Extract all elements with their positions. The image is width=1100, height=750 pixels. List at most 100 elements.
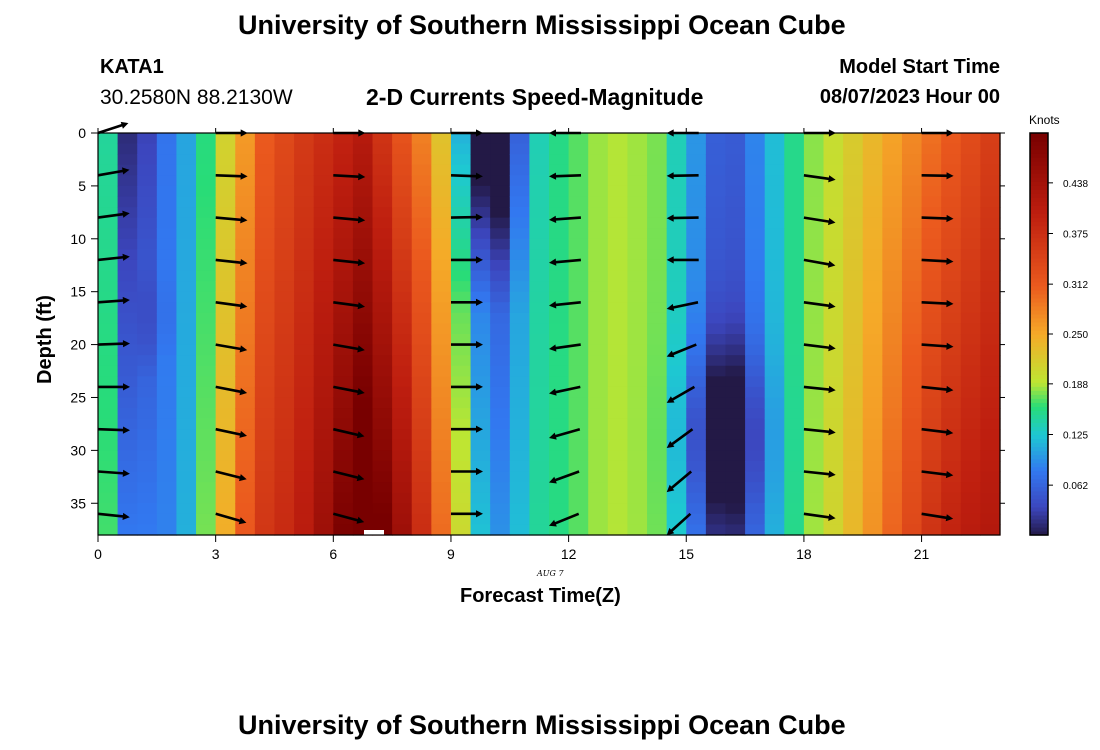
heatmap-cell xyxy=(470,524,491,536)
heatmap-cell xyxy=(137,524,158,536)
heatmap-cell xyxy=(725,439,746,451)
heatmap-cell xyxy=(960,439,981,451)
heatmap-cell xyxy=(784,365,805,377)
heatmap-cell xyxy=(509,259,530,272)
heatmap-cell xyxy=(196,217,217,229)
heatmap-cell xyxy=(137,207,158,219)
heatmap-cell xyxy=(725,291,746,303)
heatmap-cell xyxy=(666,334,687,346)
current-vector xyxy=(97,296,130,305)
heatmap-cell xyxy=(823,418,844,430)
heatmap-cell xyxy=(156,482,178,494)
heatmap-cell xyxy=(117,249,138,261)
heatmap-cell xyxy=(803,302,825,314)
heatmap-cell xyxy=(333,185,354,198)
heatmap-cell xyxy=(490,133,511,145)
heatmap-cell xyxy=(196,228,217,240)
heatmap-cell xyxy=(313,418,334,430)
heatmap-cell xyxy=(333,355,354,367)
heatmap-cell xyxy=(666,492,687,504)
heatmap-cell xyxy=(470,334,491,346)
heatmap-cell xyxy=(117,450,138,462)
heatmap-cell xyxy=(686,164,707,176)
heatmap-cell xyxy=(372,482,393,494)
heatmap-cell xyxy=(686,482,707,494)
heatmap-cell xyxy=(862,524,883,536)
heatmap-cell xyxy=(843,312,864,325)
heatmap-cell xyxy=(941,482,962,494)
heatmap-cell xyxy=(627,249,648,261)
heatmap-cell xyxy=(431,323,452,335)
heatmap-cell xyxy=(509,334,530,346)
heatmap-cell xyxy=(490,408,511,420)
heatmap-cell xyxy=(254,503,276,515)
heatmap-cell xyxy=(862,471,883,483)
heatmap-cell xyxy=(647,302,668,314)
heatmap-cell xyxy=(764,196,785,208)
heatmap-cell xyxy=(941,524,962,536)
heatmap-cell xyxy=(450,133,472,145)
heatmap-cell xyxy=(235,323,256,335)
heatmap-cell xyxy=(901,281,923,293)
heatmap-cell xyxy=(725,397,746,409)
heatmap-cell xyxy=(392,154,413,166)
heatmap-cell xyxy=(156,196,178,208)
heatmap-cell xyxy=(470,460,491,473)
heatmap-cell xyxy=(921,439,942,451)
heatmap-cell xyxy=(509,175,530,187)
heatmap-cell xyxy=(607,143,629,155)
heatmap-cell xyxy=(803,397,825,409)
heatmap-cell xyxy=(274,133,295,145)
heatmap-cell xyxy=(862,175,883,187)
heatmap-cell xyxy=(117,418,138,430)
heatmap-cell xyxy=(882,291,903,303)
heatmap-cell xyxy=(686,503,707,515)
heatmap-cell xyxy=(627,450,648,462)
heatmap-cell xyxy=(901,291,923,303)
heatmap-cell xyxy=(980,312,1001,325)
colorbar-segment xyxy=(1030,265,1048,271)
colorbar-segment xyxy=(1030,301,1048,307)
heatmap-cell xyxy=(745,291,766,303)
heatmap-cell xyxy=(823,154,844,166)
colorbar-tick-label: 0.312 xyxy=(1063,280,1088,291)
heatmap-cell xyxy=(137,143,158,155)
heatmap-cell xyxy=(843,408,864,420)
heatmap-cell xyxy=(490,397,511,409)
heatmap-cell xyxy=(549,355,570,367)
heatmap-cell xyxy=(117,281,138,293)
heatmap-cell xyxy=(843,196,864,208)
heatmap-cell xyxy=(274,259,295,272)
heatmap-cell xyxy=(411,482,432,494)
colorbar-segment xyxy=(1030,410,1048,415)
heatmap-cell xyxy=(588,249,609,261)
heatmap-cell xyxy=(431,503,452,515)
heatmap-cell xyxy=(313,355,334,367)
heatmap-cell xyxy=(666,323,687,335)
colorbar-segment xyxy=(1030,165,1048,170)
heatmap-cell xyxy=(980,249,1001,261)
heatmap-cell xyxy=(176,249,197,261)
heatmap-cell xyxy=(529,334,550,346)
heatmap-cell xyxy=(960,291,981,303)
current-vector xyxy=(97,512,130,520)
heatmap-cell xyxy=(843,397,864,409)
heatmap-cell xyxy=(627,492,648,504)
heatmap-cell xyxy=(549,312,570,325)
heatmap-cell xyxy=(254,344,276,356)
heatmap-cell xyxy=(529,228,550,240)
heatmap-cell xyxy=(901,259,923,272)
heatmap-cell xyxy=(156,460,178,473)
heatmap-cell xyxy=(980,355,1001,367)
heatmap-cell xyxy=(490,175,511,187)
heatmap-cell xyxy=(392,492,413,504)
heatmap-cell xyxy=(745,154,766,166)
heatmap-cell xyxy=(294,217,315,229)
heatmap-cell xyxy=(98,133,119,145)
heatmap-cell xyxy=(549,471,570,483)
heatmap-cell xyxy=(549,270,570,282)
heatmap-cell xyxy=(490,386,511,399)
heatmap-cell xyxy=(784,228,805,240)
heatmap-cell xyxy=(196,270,217,282)
